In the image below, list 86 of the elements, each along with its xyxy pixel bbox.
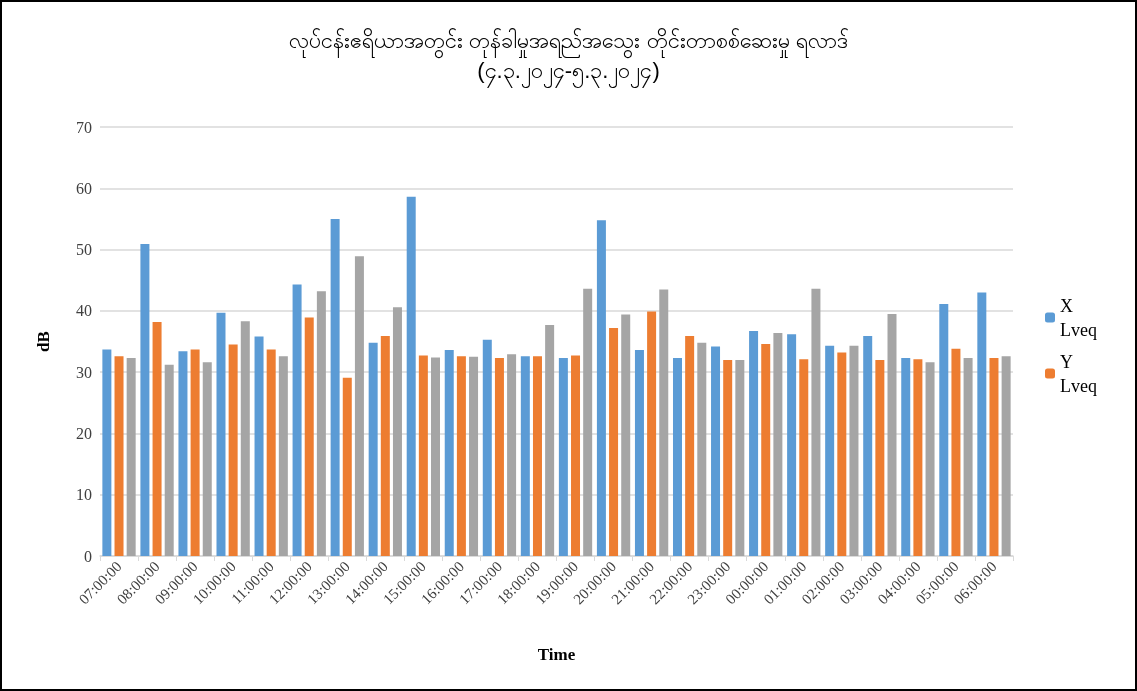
bar bbox=[939, 304, 949, 556]
bar bbox=[368, 342, 378, 556]
bar bbox=[392, 307, 402, 556]
bar bbox=[799, 359, 809, 556]
legend-label: X Lveq bbox=[1060, 295, 1097, 340]
bar bbox=[863, 335, 873, 556]
bar bbox=[849, 345, 859, 556]
bar bbox=[723, 359, 733, 556]
bar bbox=[837, 352, 847, 556]
bar bbox=[406, 196, 416, 556]
y-tick-label: 40 bbox=[76, 302, 92, 320]
bar bbox=[773, 332, 783, 556]
bar bbox=[330, 218, 340, 556]
bar bbox=[114, 356, 124, 556]
bar bbox=[216, 312, 226, 556]
bar bbox=[977, 292, 987, 556]
bar bbox=[532, 356, 542, 556]
y-tick-label: 30 bbox=[76, 363, 92, 381]
y-axis-title: dB bbox=[34, 331, 53, 352]
bar bbox=[749, 331, 759, 556]
bar bbox=[456, 356, 466, 556]
legend-label: Y Lveq bbox=[1060, 351, 1097, 396]
bar bbox=[989, 358, 999, 556]
bar bbox=[266, 349, 276, 556]
chart-title: လုပ်ငန်းဧရိယာအတွင်း တုန်ခါမှုအရည်အသွေး တိုင်းတာစစ်ဆေးမှု ရလာဒ် bbox=[289, 27, 848, 59]
bar bbox=[292, 284, 302, 556]
bar bbox=[571, 355, 581, 556]
bar bbox=[621, 314, 631, 556]
y-tick-label: 0 bbox=[84, 547, 92, 565]
bar bbox=[178, 351, 188, 556]
bar bbox=[228, 344, 238, 556]
bar bbox=[596, 220, 606, 556]
bar bbox=[444, 350, 454, 556]
bar bbox=[901, 358, 911, 556]
bar bbox=[354, 256, 364, 556]
bar bbox=[583, 288, 593, 556]
bar bbox=[735, 359, 745, 556]
y-tick-label: 50 bbox=[76, 241, 92, 259]
y-tick-label: 60 bbox=[76, 179, 92, 197]
bar bbox=[634, 350, 644, 556]
bar bbox=[482, 339, 492, 556]
bar bbox=[202, 362, 212, 556]
bar bbox=[963, 358, 973, 556]
y-tick-label: 20 bbox=[76, 424, 92, 442]
x-axis-title: Time bbox=[537, 645, 576, 664]
bar bbox=[673, 358, 682, 556]
bar bbox=[558, 358, 568, 556]
chart-subtitle: (၄.၃.၂၀၂၄-၅.၃.၂၀၂၄) bbox=[477, 57, 660, 88]
bar bbox=[418, 355, 428, 556]
bar bbox=[545, 324, 555, 556]
bar bbox=[659, 289, 669, 556]
bar bbox=[342, 377, 352, 556]
bar bbox=[913, 359, 923, 556]
bar bbox=[469, 356, 479, 556]
bar bbox=[925, 362, 935, 556]
bar bbox=[126, 358, 136, 556]
bar bbox=[787, 334, 797, 556]
bar bbox=[304, 317, 314, 556]
bar bbox=[240, 321, 250, 556]
bar bbox=[102, 349, 112, 556]
bar bbox=[140, 244, 150, 556]
bar bbox=[875, 359, 885, 556]
bar bbox=[647, 311, 657, 556]
bar bbox=[825, 345, 835, 556]
bar bbox=[380, 335, 390, 556]
bar bbox=[811, 288, 821, 556]
bar bbox=[711, 346, 721, 556]
bar bbox=[761, 343, 771, 556]
bar bbox=[164, 364, 174, 556]
bar bbox=[254, 336, 264, 556]
bar bbox=[951, 348, 961, 556]
bar bbox=[520, 356, 530, 556]
bar bbox=[431, 357, 440, 556]
bar bbox=[316, 291, 326, 556]
y-tick-label: 10 bbox=[76, 486, 92, 504]
bar bbox=[1001, 356, 1011, 556]
bar bbox=[887, 313, 897, 556]
bar bbox=[494, 358, 504, 556]
bar bbox=[697, 342, 707, 556]
bar bbox=[278, 356, 288, 556]
bar bbox=[507, 354, 517, 556]
bar bbox=[685, 335, 695, 556]
bar bbox=[190, 349, 200, 556]
bar bbox=[152, 321, 162, 556]
bar bbox=[609, 328, 619, 556]
y-tick-label: 70 bbox=[76, 118, 92, 136]
